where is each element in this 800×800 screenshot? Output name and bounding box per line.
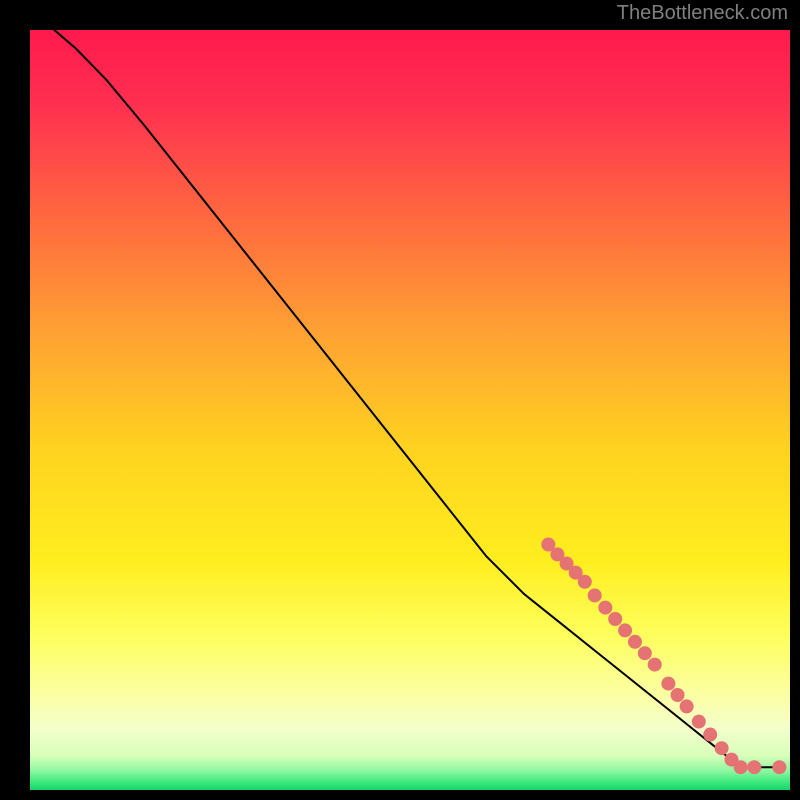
data-marker — [692, 715, 706, 729]
plot-area — [30, 30, 790, 790]
data-marker — [638, 646, 652, 660]
data-marker — [628, 635, 642, 649]
chart-frame: TheBottleneck.com — [0, 0, 800, 800]
data-marker — [680, 699, 694, 713]
bottleneck-chart — [30, 30, 790, 790]
data-marker — [598, 601, 612, 615]
data-marker — [715, 741, 729, 755]
data-marker — [734, 760, 748, 774]
data-marker — [608, 612, 622, 626]
data-marker — [618, 623, 632, 637]
data-marker — [648, 658, 662, 672]
data-marker — [588, 588, 602, 602]
data-marker — [661, 677, 675, 691]
data-marker — [578, 575, 592, 589]
data-marker — [772, 760, 786, 774]
gradient-background — [30, 30, 790, 790]
data-marker — [747, 760, 761, 774]
data-marker — [671, 688, 685, 702]
attribution-text: TheBottleneck.com — [617, 2, 788, 25]
data-marker — [703, 728, 717, 742]
